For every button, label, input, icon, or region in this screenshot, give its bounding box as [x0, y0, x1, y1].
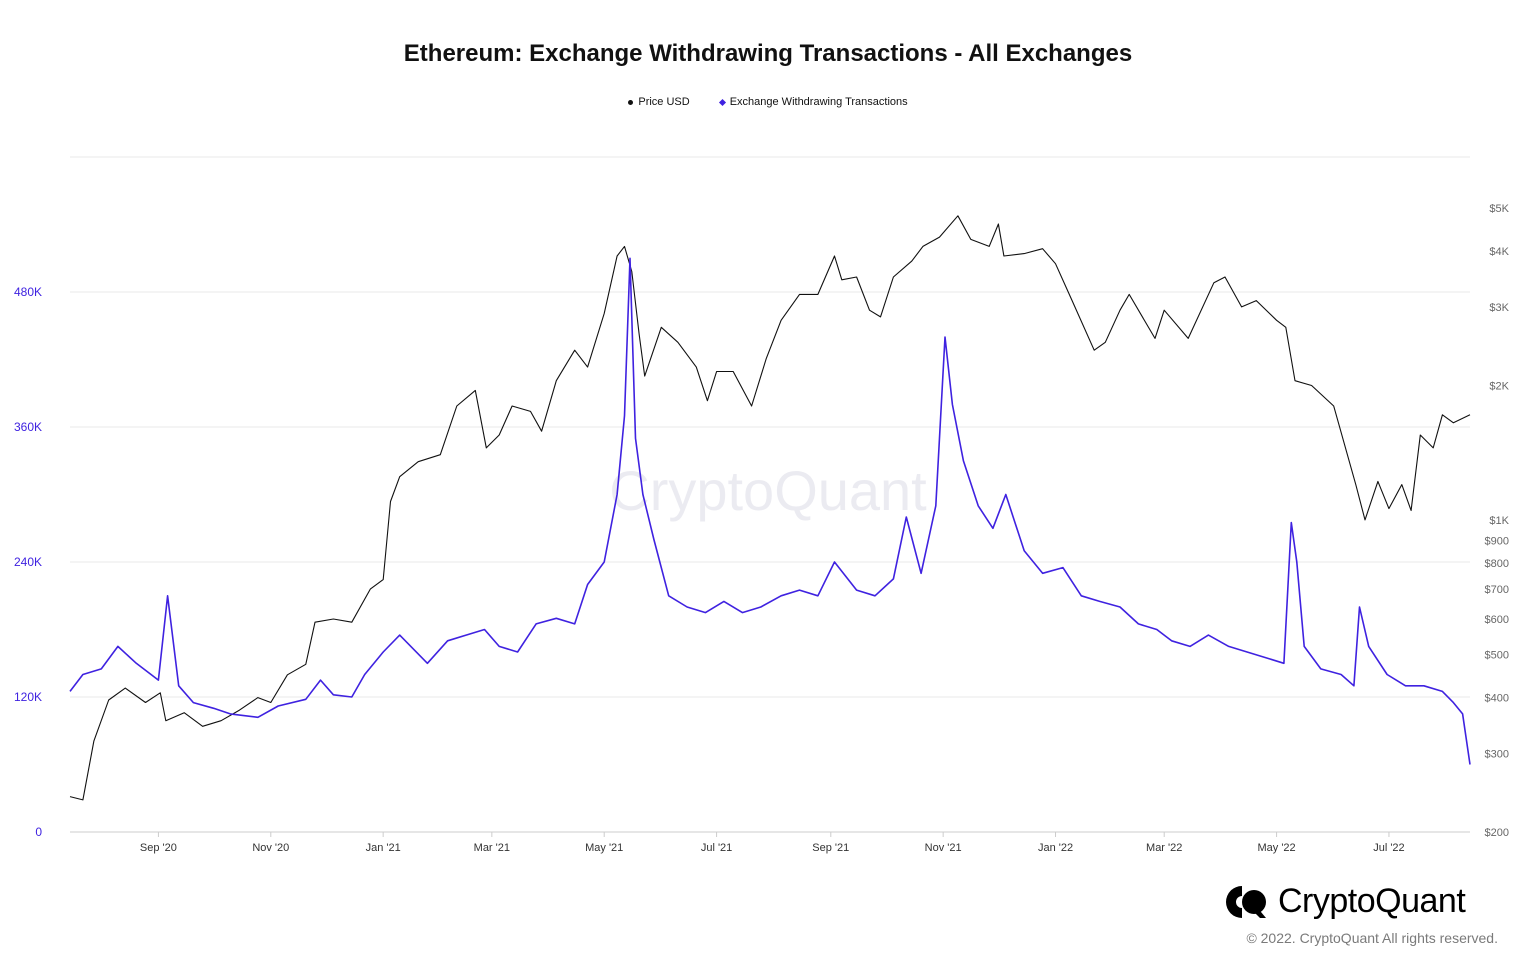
x-axis-tick-label: Jul '21: [701, 842, 732, 854]
right-axis-tick-label: $300: [1485, 748, 1509, 760]
x-axis-tick-label: May '21: [585, 842, 623, 854]
left-axis-tick-label: 0: [35, 825, 42, 839]
chart-legend: Price USD Exchange Withdrawing Transacti…: [0, 96, 1536, 108]
x-axis-tick-label: Mar '21: [474, 842, 510, 854]
right-axis-tick-label: $2K: [1489, 381, 1509, 393]
x-axis-tick-label: May '22: [1257, 842, 1295, 854]
chart-title: Ethereum: Exchange Withdrawing Transacti…: [403, 40, 1133, 67]
right-axis-tick-label: $4K: [1489, 246, 1509, 258]
x-axis-tick-label: Jan '22: [1038, 842, 1073, 854]
left-axis-ticks: 0 120K 240K 360K 480K: [14, 285, 42, 839]
left-axis-tick-label: 360K: [14, 420, 42, 434]
series-lines: [69, 215, 1471, 801]
x-axis-tick-label: Nov '20: [252, 842, 289, 854]
x-axis-tick-label: Jan '21: [366, 842, 401, 854]
right-axis-tick-label: $900: [1485, 535, 1509, 547]
right-axis-tick-label: $800: [1485, 558, 1509, 570]
x-axis-tick-label: Jul '22: [1373, 842, 1404, 854]
right-axis-tick-label: $3K: [1489, 302, 1509, 314]
right-axis-tick-label: $600: [1485, 614, 1509, 626]
right-axis-tick-label: $1K: [1489, 515, 1509, 527]
right-axis-tick-label: $200: [1485, 827, 1509, 839]
legend-price-marker-icon: [628, 99, 634, 105]
right-axis-ticks: $200 $300 $400 $500 $600 $700 $800 $900 $1K $2K $3…: [1485, 203, 1510, 839]
right-axis-tick-label: $500: [1485, 649, 1509, 661]
left-axis-tick-label: 480K: [14, 285, 42, 299]
legend-item-transactions[interactable]: Exchange Withdrawing Transactions: [718, 96, 908, 108]
x-axis-tick-label: Sep '20: [140, 842, 177, 854]
brand-name: CryptoQuant: [1278, 882, 1466, 920]
transactions-series-line: [69, 257, 1471, 765]
x-axis-ticks: Sep '20 Nov '20 Jan '21 Mar '21 May '21 Jul '…: [140, 832, 1405, 854]
right-axis-tick-label: $5K: [1489, 203, 1509, 215]
x-axis-tick-label: Mar '22: [1146, 842, 1182, 854]
price-series-line: [69, 215, 1471, 801]
left-axis-tick-label: 240K: [14, 555, 42, 569]
legend-item-price[interactable]: Price USD: [628, 96, 690, 108]
brand-logo: CryptoQuant: [1222, 882, 1466, 921]
right-axis-tick-label: $400: [1485, 693, 1509, 705]
legend-transactions-label: Exchange Withdrawing Transactions: [729, 96, 908, 108]
right-axis-tick-label: $700: [1485, 584, 1509, 596]
copyright-text: © 2022. CryptoQuant All rights reserved.: [1246, 930, 1498, 946]
x-axis-tick-label: Nov '21: [925, 842, 962, 854]
cryptoquant-logo-icon: [1226, 885, 1266, 918]
x-axis-tick-label: Sep '21: [812, 842, 849, 854]
left-axis-tick-label: 120K: [14, 690, 42, 704]
legend-price-label: Price USD: [638, 96, 690, 108]
watermark-text: CryptoQuant: [609, 459, 927, 522]
grid-lines: [70, 156, 1470, 833]
